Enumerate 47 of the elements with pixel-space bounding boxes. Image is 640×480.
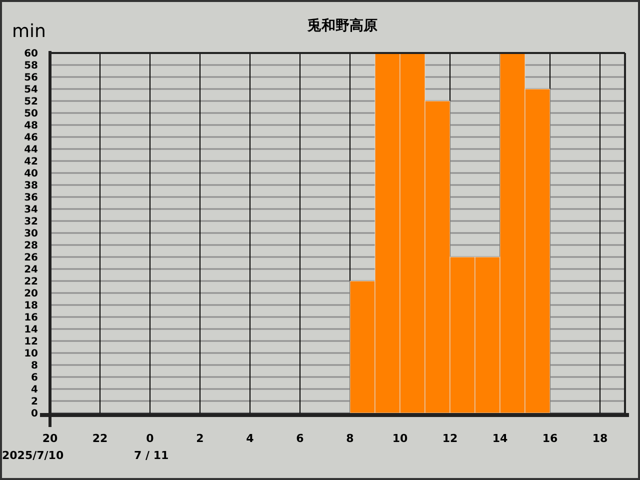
y-tick-label: 38 bbox=[24, 180, 38, 192]
y-tick-label: 10 bbox=[24, 348, 38, 360]
y-tick-label: 26 bbox=[24, 252, 38, 264]
y-tick-label: 22 bbox=[24, 276, 38, 288]
x-tick-label: 18 bbox=[592, 432, 608, 445]
x-tick-label: 0 bbox=[146, 432, 154, 445]
x-tick-label: 8 bbox=[346, 432, 354, 445]
y-tick-label: 32 bbox=[24, 216, 38, 228]
y-tick-label: 12 bbox=[24, 336, 38, 348]
y-tick-label: 56 bbox=[24, 72, 38, 84]
x-tick-label: 10 bbox=[392, 432, 408, 445]
x-tick-label: 22 bbox=[92, 432, 108, 445]
x-tick-label: 6 bbox=[296, 432, 304, 445]
y-tick-label: 58 bbox=[24, 60, 38, 72]
y-tick-label: 44 bbox=[24, 144, 38, 156]
x-tick-label: 20 bbox=[42, 432, 58, 445]
y-tick-label: 42 bbox=[24, 156, 38, 168]
y-tick-label: 30 bbox=[24, 228, 38, 240]
y-tick-label: 20 bbox=[24, 288, 38, 300]
y-tick-label: 16 bbox=[24, 312, 38, 324]
text: 2025/7/10 bbox=[2, 449, 64, 462]
x-tick-label: 4 bbox=[246, 432, 254, 445]
x-tick-label: 2 bbox=[196, 432, 204, 445]
y-tick-label: 46 bbox=[24, 132, 38, 144]
chart-title: 兎和野高原 bbox=[306, 17, 378, 34]
x-tick-label: 16 bbox=[542, 432, 558, 445]
y-axis-title: min bbox=[12, 21, 46, 42]
y-tick-label: 52 bbox=[24, 96, 38, 108]
y-tick-label: 50 bbox=[24, 108, 38, 120]
y-tick-label: 4 bbox=[31, 384, 38, 396]
y-tick-label: 24 bbox=[24, 264, 38, 276]
x-tick-label: 14 bbox=[492, 432, 508, 445]
x-tick-label: 12 bbox=[442, 432, 458, 445]
y-tick-label: 8 bbox=[31, 360, 38, 372]
y-tick-label: 54 bbox=[24, 84, 38, 96]
text: 7 / 11 bbox=[134, 449, 169, 462]
y-tick-label: 40 bbox=[24, 168, 38, 180]
y-tick-label: 14 bbox=[24, 324, 38, 336]
y-tick-label: 2 bbox=[31, 396, 38, 408]
y-tick-label: 0 bbox=[31, 408, 38, 420]
y-tick-label: 60 bbox=[24, 48, 38, 60]
y-tick-label: 36 bbox=[24, 192, 38, 204]
y-tick-label: 34 bbox=[24, 204, 38, 216]
y-tick-label: 48 bbox=[24, 120, 38, 132]
y-tick-label: 6 bbox=[31, 372, 38, 384]
y-tick-label: 18 bbox=[24, 300, 38, 312]
y-tick-label: 28 bbox=[24, 240, 38, 252]
